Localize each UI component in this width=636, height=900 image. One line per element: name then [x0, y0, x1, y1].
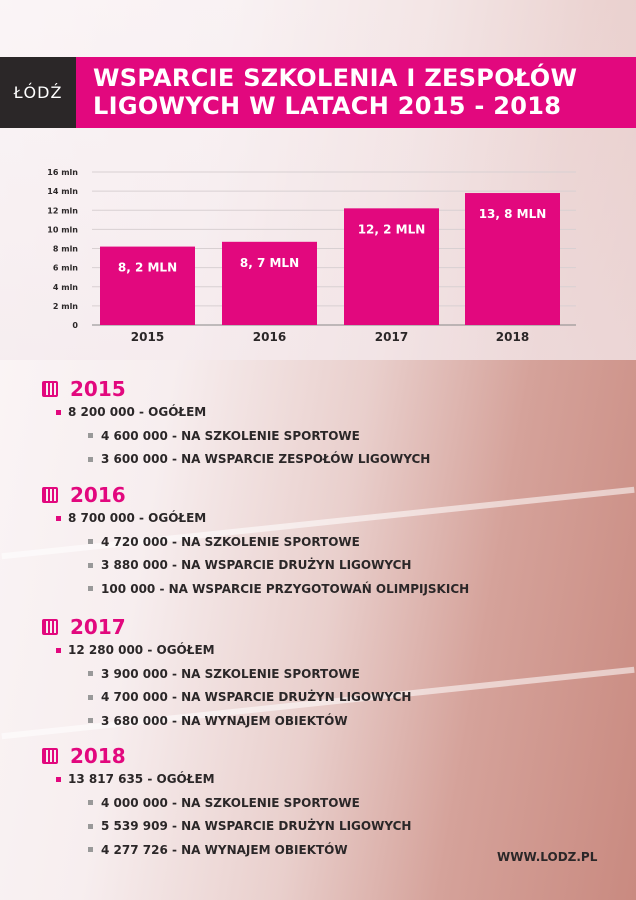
year-heading: 2017 [42, 615, 411, 639]
total-text: 13 817 635 - OGÓŁEM [68, 772, 215, 786]
y-tick-label: 12 mln [47, 206, 78, 215]
header-banner: ŁÓDŹ WSPARCIE SZKOLENIA I ZESPOŁÓW LIGOW… [0, 57, 636, 128]
item-text: 5 539 909 - NA WSPARCIE DRUŻYN LIGOWYCH [101, 819, 412, 834]
y-tick-label: 4 mln [53, 283, 78, 292]
year-section-2016: 2016 8 700 000 - OGÓŁEM 4 720 000 - NA SZK… [42, 483, 469, 601]
lodz-logo: ŁÓDŹ [0, 57, 76, 128]
item-text: 3 600 000 - NA WSPARCIE ZESPOŁÓW LIGOWYC… [101, 452, 431, 467]
y-tick-label: 14 mln [47, 187, 78, 196]
total-text: 12 280 000 - OGÓŁEM [68, 643, 215, 657]
year-label: 2016 [70, 483, 126, 507]
total-item: 8 700 000 - OGÓŁEM [56, 506, 469, 530]
bullet-icon [88, 800, 93, 806]
bar-2017 [344, 208, 439, 325]
list-item: 4 277 726 - NA WYNAJEM OBIEKTÓW [88, 838, 411, 862]
list-item: 3 900 000 - NA SZKOLENIE SPORTOWE [88, 662, 411, 686]
list-item: 5 539 909 - NA WSPARCIE DRUŻYN LIGOWYCH [88, 815, 411, 839]
list-item: 3 600 000 - NA WSPARCIE ZESPOŁÓW LIGOWYC… [88, 448, 430, 472]
y-tick-label: 6 mln [53, 264, 78, 273]
x-tick-label: 2018 [496, 330, 529, 344]
bullet-icon [56, 515, 61, 521]
item-text: 3 680 000 - NA WYNAJEM OBIEKTÓW [101, 713, 348, 728]
total-item: 8 200 000 - OGÓŁEM [56, 400, 430, 424]
item-text: 4 277 726 - NA WYNAJEM OBIEKTÓW [101, 842, 348, 857]
bullet-icon [88, 823, 93, 829]
bullet-icon [56, 776, 61, 782]
y-tick-label: 16 mln [47, 168, 78, 177]
bullet-icon [88, 586, 93, 592]
total-item: 12 280 000 - OGÓŁEM [56, 638, 411, 662]
bullet-icon [88, 456, 93, 462]
item-text: 4 000 000 - NA SZKOLENIE SPORTOWE [101, 795, 360, 810]
y-tick-label: 2 mln [53, 302, 78, 311]
x-tick-label: 2017 [375, 330, 408, 344]
list-item: 4 720 000 - NA SZKOLENIE SPORTOWE [88, 530, 469, 554]
y-tick-label: 10 mln [47, 225, 78, 234]
footer-url[interactable]: WWW.LODZ.PL [497, 850, 598, 864]
title-line-1: WSPARCIE SZKOLENIA I ZESPOŁÓW [93, 64, 578, 92]
bar-chart: 0 2 mln 4 mln 6 mln 8 mln 10 mln 12 mln 14 mln 1… [47, 168, 576, 344]
logo-text: ŁÓDŹ [13, 83, 63, 102]
bullet-icon [88, 539, 93, 545]
calendar-icon [42, 619, 58, 635]
calendar-icon [42, 487, 58, 503]
year-label: 2017 [70, 615, 126, 639]
item-text: 4 720 000 - NA SZKOLENIE SPORTOWE [101, 534, 360, 549]
bullet-icon [56, 647, 61, 653]
total-item: 13 817 635 - OGÓŁEM [56, 767, 411, 791]
list-item: 3 880 000 - NA WSPARCIE DRUŻYN LIGOWYCH [88, 554, 469, 578]
year-heading: 2016 [42, 483, 469, 507]
item-text: 100 000 - NA WSPARCIE PRZYGOTOWAŃ OLIMPI… [101, 581, 470, 596]
list-item: 4 600 000 - NA SZKOLENIE SPORTOWE [88, 424, 430, 448]
x-tick-label: 2015 [131, 330, 164, 344]
item-text: 4 600 000 - NA SZKOLENIE SPORTOWE [101, 428, 360, 443]
total-text: 8 700 000 - OGÓŁEM [68, 511, 207, 525]
total-text: 8 200 000 - OGÓŁEM [68, 405, 207, 419]
bullet-icon [88, 694, 93, 700]
item-text: 3 900 000 - NA SZKOLENIE SPORTOWE [101, 666, 360, 681]
page-title: WSPARCIE SZKOLENIA I ZESPOŁÓW LIGOWYCH W… [93, 64, 577, 120]
x-tick-label: 2016 [253, 330, 286, 344]
item-text: 3 880 000 - NA WSPARCIE DRUŻYN LIGOWYCH [101, 558, 412, 573]
y-tick-label: 8 mln [53, 245, 78, 254]
bullet-icon [88, 562, 93, 568]
year-section-2018: 2018 13 817 635 - OGÓŁEM 4 000 000 - NA SZ… [42, 744, 411, 862]
bar-2015 [100, 246, 195, 325]
bullet-icon [56, 409, 61, 415]
year-section-2015: 2015 8 200 000 - OGÓŁEM 4 600 000 - NA SZK… [42, 377, 430, 472]
year-heading: 2015 [42, 377, 430, 401]
bar-2018 [465, 193, 560, 325]
bullet-icon [88, 671, 93, 677]
bullet-icon [88, 718, 93, 724]
bullet-icon [88, 433, 93, 439]
bullet-icon [88, 847, 93, 853]
year-label: 2015 [70, 377, 126, 401]
list-item: 4 000 000 - NA SZKOLENIE SPORTOWE [88, 791, 411, 815]
bar-2016 [222, 241, 317, 325]
data-label: 12, 2 MLN [358, 222, 426, 236]
calendar-icon [42, 748, 58, 764]
year-section-2017: 2017 12 280 000 - OGÓŁEM 3 900 000 - NA SZ… [42, 615, 411, 733]
data-label: 13, 8 MLN [479, 207, 547, 221]
item-text: 4 700 000 - NA WSPARCIE DRUŻYN LIGOWYCH [101, 690, 412, 705]
title-line-2: LIGOWYCH W LATACH 2015 - 2018 [93, 92, 562, 120]
y-tick-label: 0 [72, 321, 78, 330]
year-label: 2018 [70, 744, 126, 768]
list-item: 100 000 - NA WSPARCIE PRZYGOTOWAŃ OLIMPI… [88, 577, 469, 601]
data-label: 8, 2 MLN [118, 261, 177, 275]
calendar-icon [42, 381, 58, 397]
list-item: 4 700 000 - NA WSPARCIE DRUŻYN LIGOWYCH [88, 686, 411, 710]
year-heading: 2018 [42, 744, 411, 768]
data-label: 8, 7 MLN [240, 256, 299, 270]
list-item: 3 680 000 - NA WYNAJEM OBIEKTÓW [88, 709, 411, 733]
